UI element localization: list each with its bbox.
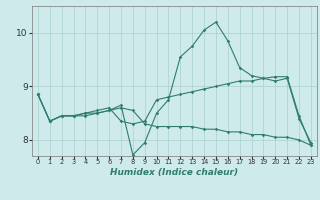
- X-axis label: Humidex (Indice chaleur): Humidex (Indice chaleur): [110, 168, 238, 177]
